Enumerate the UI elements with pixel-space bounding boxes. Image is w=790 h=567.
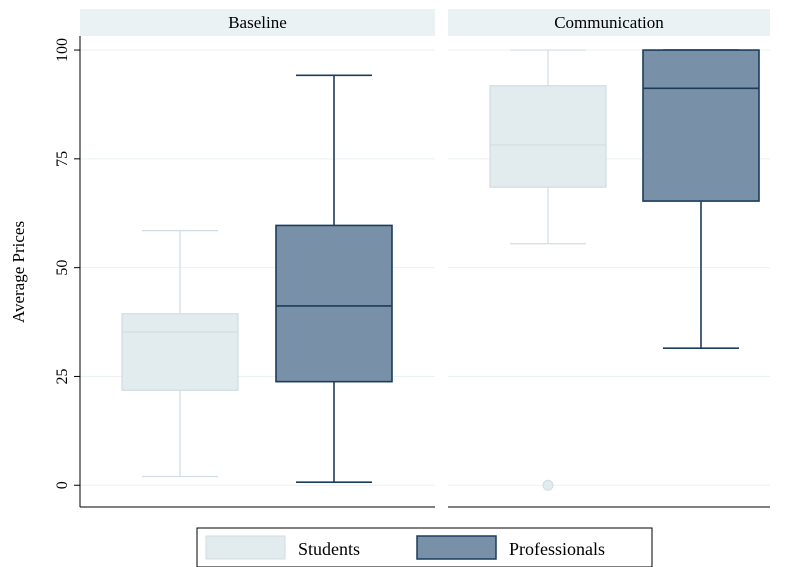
y-tick-label: 50 [54, 260, 71, 276]
y-axis-title-group: Average Prices [9, 221, 28, 323]
box-iqr [642, 49, 760, 202]
box-students [121, 230, 239, 478]
outlier-point [542, 479, 554, 491]
panel-title: Baseline [228, 13, 287, 32]
panel-baseline: Baseline 0 25 50 75 100 [54, 9, 435, 508]
box-professionals [642, 49, 760, 349]
box-iqr [489, 85, 607, 188]
panels-layer: Baseline 0 25 50 75 100 Communication [54, 9, 770, 508]
y-tick-label: 75 [54, 151, 71, 167]
panel-header [80, 9, 435, 36]
y-tick-label: 25 [54, 368, 71, 384]
panel-title: Communication [554, 13, 664, 32]
panel-header [448, 9, 770, 36]
box-iqr [121, 313, 239, 391]
legend-label-students: Students [298, 539, 360, 559]
box-iqr [275, 224, 393, 383]
legend-label-professionals: Professionals [509, 539, 605, 559]
legend-swatch-students [205, 535, 286, 560]
legend: Students Professionals [196, 527, 653, 567]
y-tick-label: 100 [54, 38, 71, 62]
box-students [489, 49, 607, 491]
panel-communication: Communication [448, 9, 770, 508]
y-tick-label: 0 [54, 481, 71, 489]
y-axis-title: Average Prices [9, 221, 28, 323]
legend-swatch-professionals [416, 535, 497, 560]
box-professionals [275, 74, 393, 483]
